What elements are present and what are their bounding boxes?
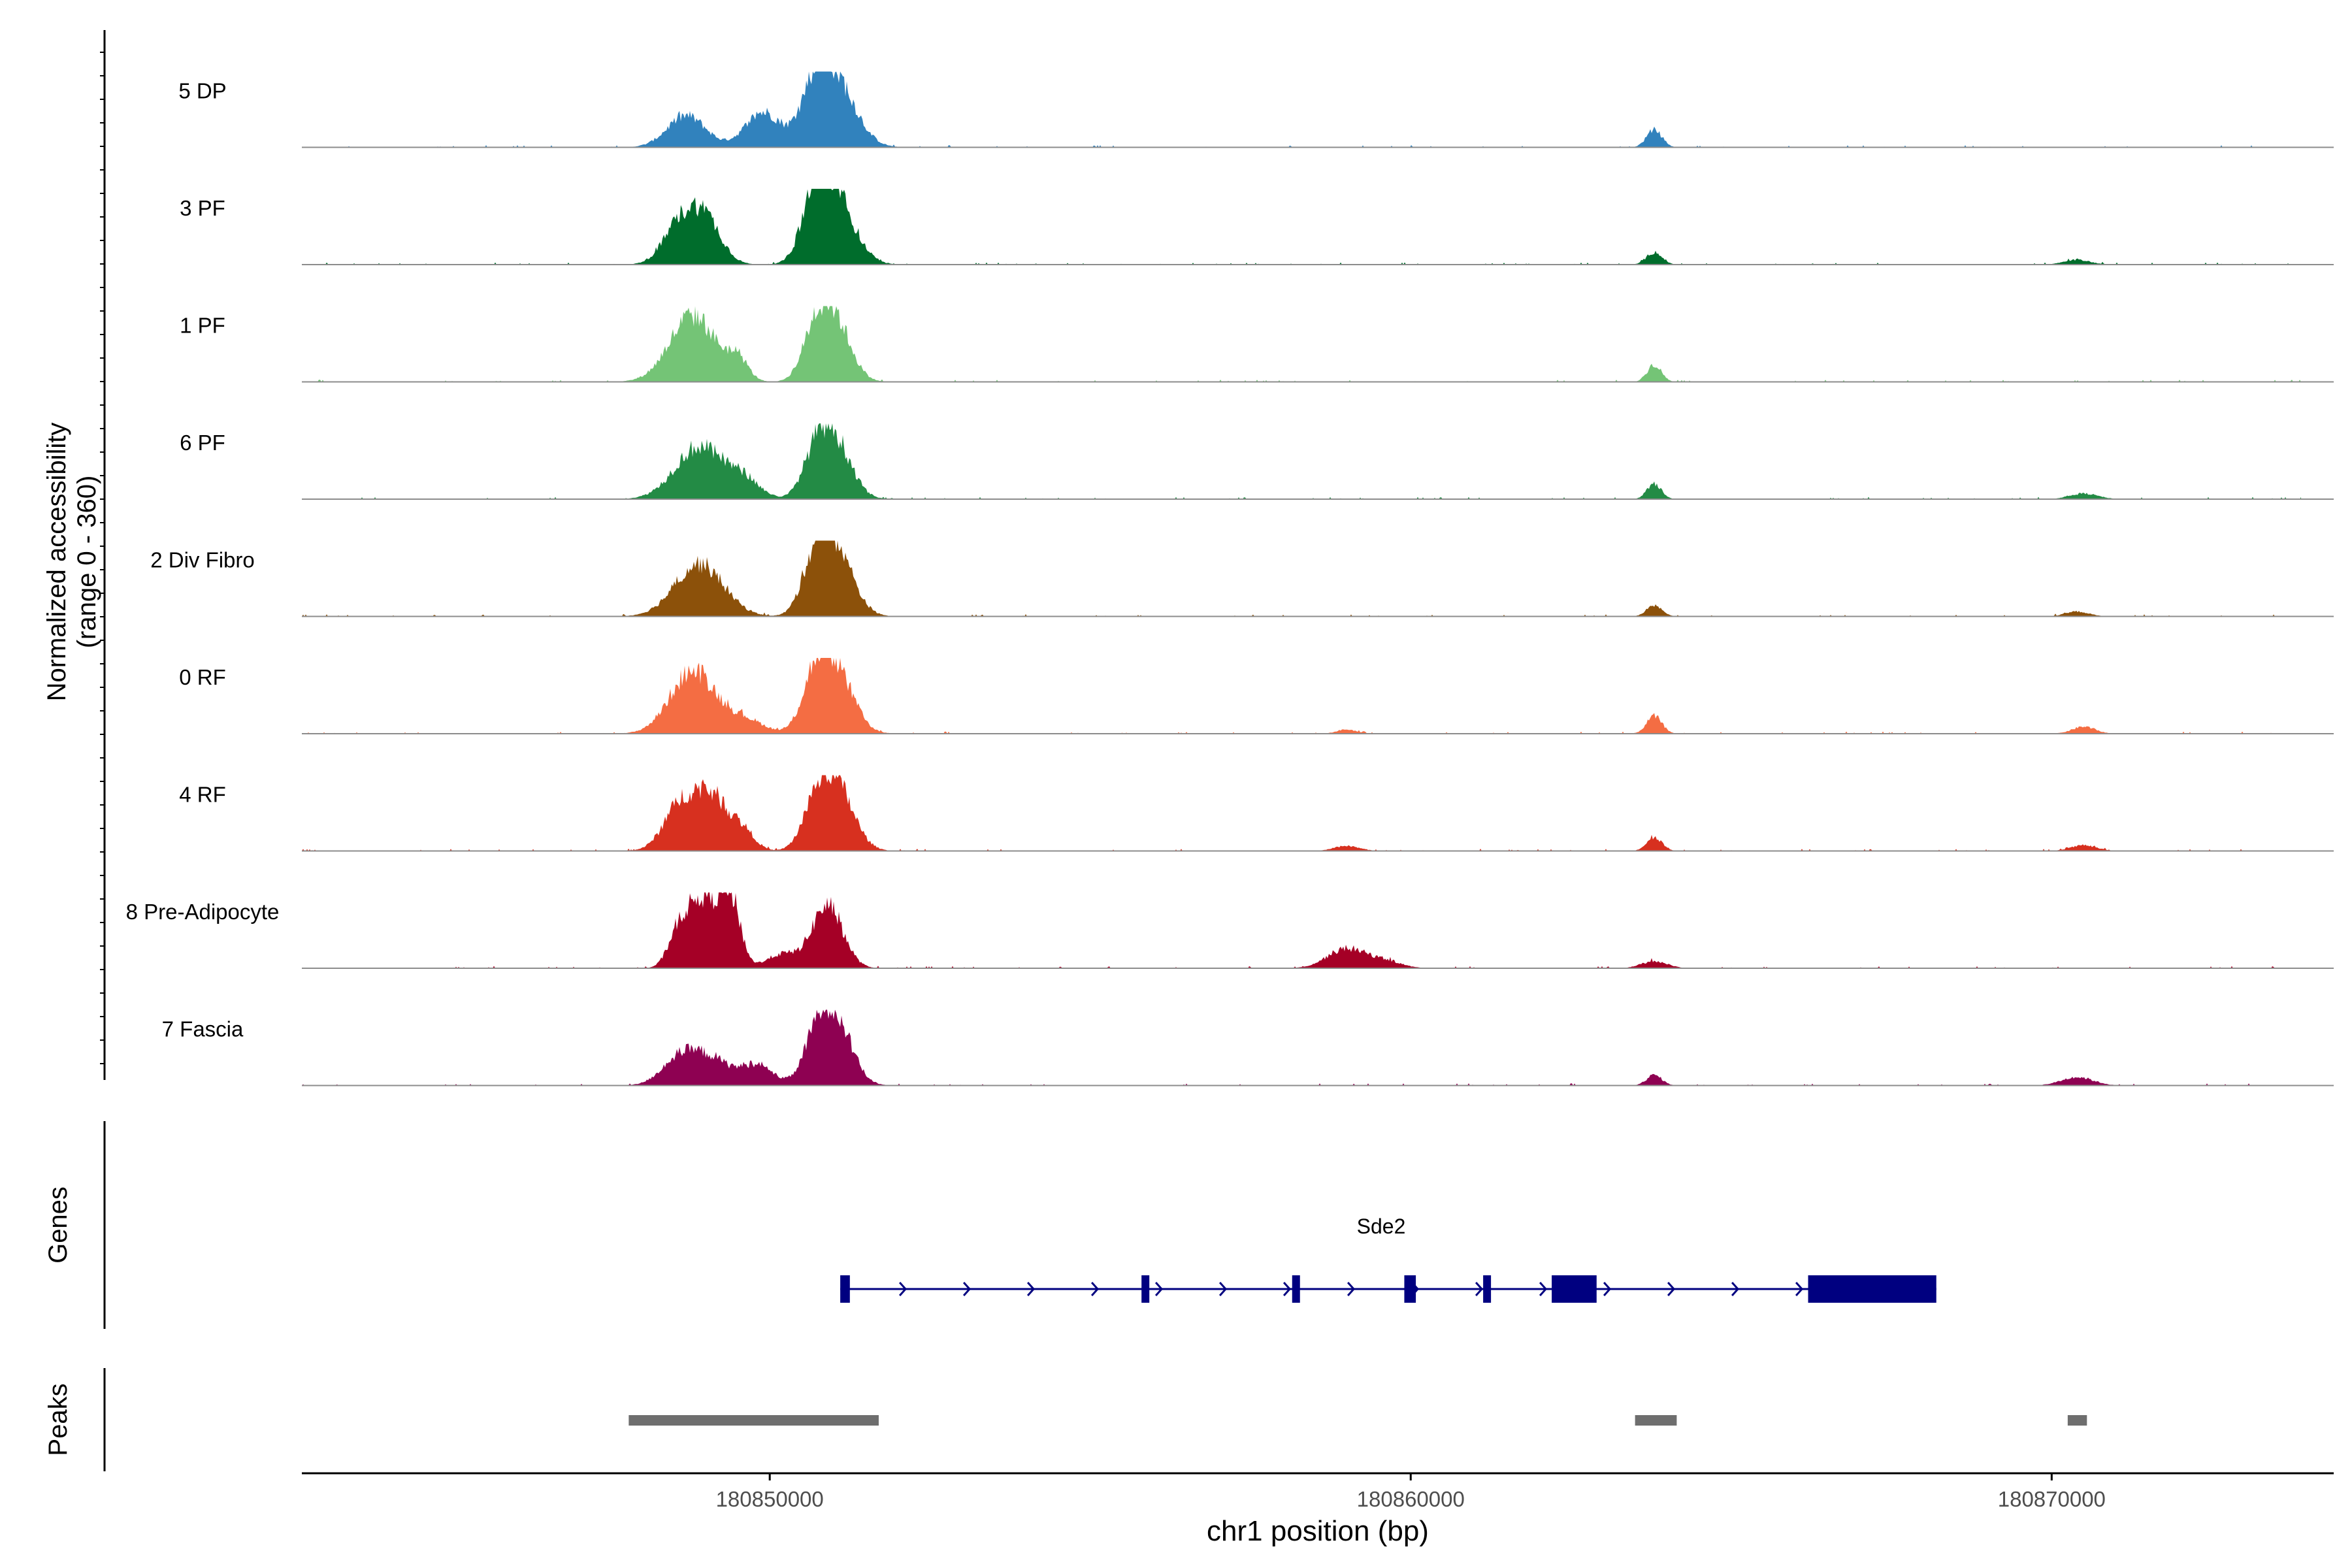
track-4-rf: 4 RF: [179, 775, 2334, 852]
track-3-pf: 3 PF: [180, 189, 2334, 265]
track-label: 7 Fascia: [162, 1017, 244, 1041]
x-tick-label: 180860000: [1357, 1487, 1465, 1511]
track-1-pf: 1 PF: [180, 306, 2334, 383]
coverage-area: [302, 306, 2301, 382]
gene-name-label: Sde2: [1357, 1215, 1406, 1238]
gene-exon: [1808, 1275, 1936, 1303]
track-0-rf: 0 RF: [179, 658, 2334, 734]
track-label: 2 Div Fibro: [150, 548, 255, 572]
coverage-area: [302, 658, 2301, 734]
track-label: 8 Pre-Adipocyte: [126, 900, 280, 924]
coverage-area: [302, 540, 2301, 617]
coverage-area: [302, 423, 2301, 499]
track-2-div-fibro: 2 Div Fibro: [150, 540, 2334, 617]
y-axis-title: Normalized accessibility(range 0 - 360): [42, 423, 101, 702]
track-8-pre-adipocyte: 8 Pre-Adipocyte: [126, 892, 2334, 969]
peak-regions: [629, 1415, 2087, 1426]
gene-exon: [1141, 1275, 1150, 1303]
coverage-area: [302, 892, 2301, 968]
track-label: 6 PF: [180, 431, 225, 455]
coverage-area: [302, 71, 2301, 148]
strand-arrow: [1282, 1281, 1292, 1297]
strand-arrow: [1154, 1281, 1164, 1297]
strand-arrow: [962, 1281, 972, 1297]
coverage-area: [302, 189, 2301, 265]
coverage-area: [302, 775, 2301, 851]
x-tick-label: 180850000: [716, 1487, 824, 1511]
gene-model: [840, 1275, 1936, 1303]
track-label: 1 PF: [180, 314, 225, 338]
y-axis-ticks: [100, 52, 105, 1064]
strand-arrow: [1475, 1281, 1484, 1297]
strand-arrow: [1090, 1281, 1100, 1297]
peak-region: [629, 1415, 879, 1426]
strand-arrow: [1539, 1281, 1548, 1297]
strand-arrow: [1603, 1281, 1612, 1297]
y-axis-title-line: (range 0 - 360): [73, 476, 101, 649]
genes-track-label: Genes: [44, 1186, 73, 1264]
x-axis-title: chr1 position (bp): [1207, 1515, 1429, 1547]
gene-exon: [1483, 1275, 1492, 1303]
strand-arrow: [1731, 1281, 1740, 1297]
track-label: 3 PF: [180, 196, 225, 220]
track-label: 0 RF: [179, 665, 226, 689]
strand-arrow: [1347, 1281, 1356, 1297]
track-label: 4 RF: [179, 783, 226, 807]
track-7-fascia: 7 Fascia: [162, 1009, 2334, 1086]
coverage-area: [302, 1009, 2301, 1086]
gene-exon: [840, 1275, 850, 1303]
gene-exon: [1292, 1275, 1300, 1303]
strand-arrow: [1218, 1281, 1228, 1297]
track-5-dp: 5 DP: [178, 71, 2334, 148]
peaks-track-label: Peaks: [44, 1383, 73, 1456]
strand-arrow: [1667, 1281, 1676, 1297]
peak-region: [1635, 1415, 1677, 1426]
strand-arrow: [1026, 1281, 1036, 1297]
gene-exon: [1404, 1275, 1416, 1303]
gene-exon: [1552, 1275, 1597, 1303]
peak-region: [2067, 1415, 2087, 1426]
coverage-tracks: 5 DP 3 PF 1 PF 6 PF 2 Div Fibro 0 RF 4 RF 8 Pre…: [126, 71, 2334, 1086]
x-axis-ticks: 180850000 180860000 180870000: [716, 1473, 2106, 1511]
track-6-pf: 6 PF: [180, 423, 2334, 500]
y-axis-title-line: Normalized accessibility: [42, 423, 71, 702]
x-tick-label: 180870000: [1998, 1487, 2106, 1511]
track-label: 5 DP: [178, 79, 226, 103]
strand-arrow: [898, 1281, 907, 1297]
strand-arrow: [1795, 1281, 1804, 1297]
